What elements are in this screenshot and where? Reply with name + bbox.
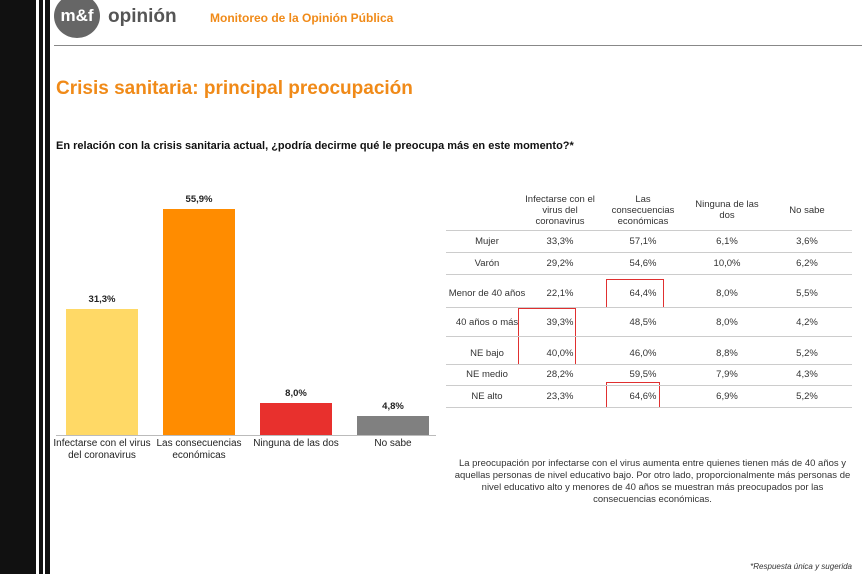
table-cell: 22,1% xyxy=(546,287,574,299)
table-cell: 8,0% xyxy=(716,287,738,299)
row-rule xyxy=(446,336,852,337)
bar xyxy=(260,402,332,435)
side-stripe xyxy=(43,0,45,574)
row-label: Varón xyxy=(474,257,500,269)
column-header: Ninguna de las dos xyxy=(695,199,759,221)
table-cell: 54,6% xyxy=(629,257,657,269)
row-label: NE medio xyxy=(466,368,508,380)
table-cell: 57,1% xyxy=(629,235,657,247)
row-label: Menor de 40 años xyxy=(448,287,526,299)
bar xyxy=(163,209,235,435)
category-label: No sabe xyxy=(374,438,412,449)
table-cell: 5,5% xyxy=(796,287,818,299)
table-cell: 6,9% xyxy=(716,390,738,402)
value-label: 55,9% xyxy=(185,194,213,206)
row-label: NE alto xyxy=(471,390,503,402)
table-cell: 64,4% xyxy=(629,287,657,299)
header-rule xyxy=(446,230,852,231)
header-subtitle: Monitoreo de la Opinión Pública xyxy=(210,11,394,25)
row-rule xyxy=(446,364,852,365)
value-label: 31,3% xyxy=(88,293,116,305)
table-cell: 6,1% xyxy=(716,235,738,247)
question: En relación con la crisis sanitaria actu… xyxy=(56,140,574,152)
note: La preocupación por infectarse con el vi… xyxy=(454,458,851,505)
brand: opinión xyxy=(108,6,177,27)
table-cell: 39,3% xyxy=(546,316,574,328)
row-label: NE bajo xyxy=(470,347,504,359)
table-cell: 48,5% xyxy=(629,316,657,328)
table-cell: 8,8% xyxy=(716,347,738,359)
row-rule xyxy=(446,407,852,408)
column-header: No sabe xyxy=(789,204,825,216)
side-band xyxy=(0,0,50,574)
table-cell: 46,0% xyxy=(629,347,657,359)
row-rule xyxy=(446,274,852,275)
footnote: *Respuesta única y sugerida xyxy=(750,562,852,571)
table-cell: 33,3% xyxy=(546,235,574,247)
table-cell: 4,2% xyxy=(796,316,818,328)
table-cell: 28,2% xyxy=(546,368,574,380)
category-label: Infectarse con el virus del coronavirus xyxy=(53,438,151,461)
header-rule xyxy=(54,45,862,46)
side-stripe xyxy=(36,0,39,574)
column-header: Las consecuencias económicas xyxy=(611,193,675,227)
row-label: 40 años o más xyxy=(455,316,519,328)
bar xyxy=(357,415,429,435)
row-rule xyxy=(446,385,852,386)
baseline xyxy=(56,435,436,436)
value-label: 4,8% xyxy=(382,400,404,412)
logo: m&f xyxy=(54,0,100,38)
table-cell: 40,0% xyxy=(546,347,574,359)
table-cell: 64,6% xyxy=(629,390,657,402)
title: Crisis sanitaria: principal preocupación xyxy=(56,78,413,99)
table-cell: 5,2% xyxy=(796,347,818,359)
table-cell: 4,3% xyxy=(796,368,818,380)
bar xyxy=(66,308,138,435)
table-cell: 59,5% xyxy=(629,368,657,380)
row-rule xyxy=(446,307,852,308)
table-cell: 8,0% xyxy=(716,316,738,328)
row-label: Mujer xyxy=(475,235,499,247)
table-cell: 5,2% xyxy=(796,390,818,402)
value-label: 8,0% xyxy=(285,387,307,399)
row-rule xyxy=(446,252,852,253)
table-cell: 10,0% xyxy=(713,257,741,269)
table-cell: 23,3% xyxy=(546,390,574,402)
category-label: Ninguna de las dos xyxy=(253,438,339,449)
category-label: Las consecuencias económicas xyxy=(156,438,242,461)
table-cell: 6,2% xyxy=(796,257,818,269)
table-cell: 3,6% xyxy=(796,235,818,247)
column-header: Infectarse con el virus del coronavirus xyxy=(525,193,595,227)
table-cell: 29,2% xyxy=(546,257,574,269)
table-cell: 7,9% xyxy=(716,368,738,380)
